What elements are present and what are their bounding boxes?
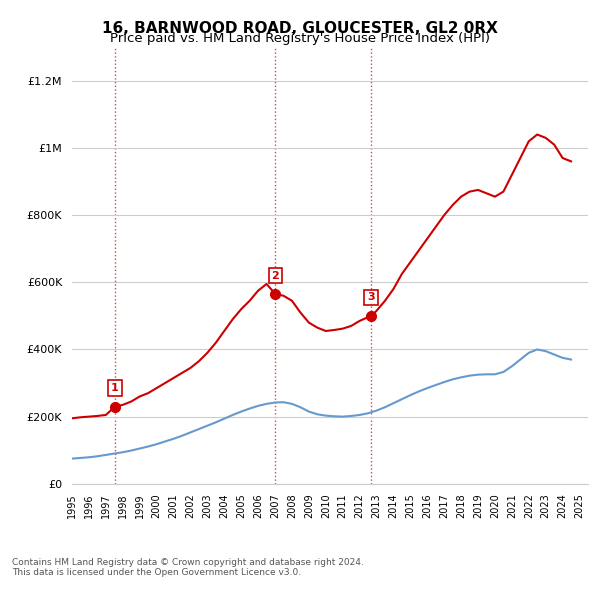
Text: 16, BARNWOOD ROAD, GLOUCESTER, GL2 0RX: 16, BARNWOOD ROAD, GLOUCESTER, GL2 0RX: [102, 21, 498, 35]
Text: 3: 3: [367, 293, 375, 303]
Text: 2: 2: [271, 271, 279, 281]
Text: Price paid vs. HM Land Registry's House Price Index (HPI): Price paid vs. HM Land Registry's House …: [110, 32, 490, 45]
Text: Contains HM Land Registry data © Crown copyright and database right 2024.
This d: Contains HM Land Registry data © Crown c…: [12, 558, 364, 577]
Text: 1: 1: [111, 383, 119, 393]
